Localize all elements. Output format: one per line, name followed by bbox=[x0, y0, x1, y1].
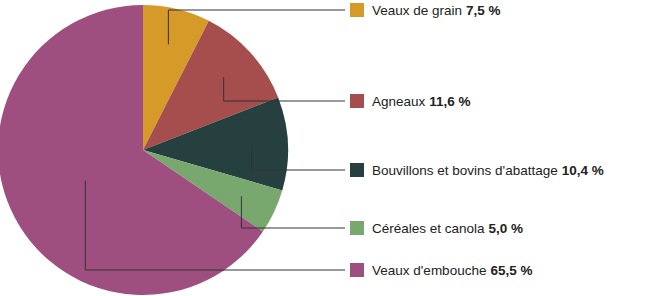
data-label: 7,5 % bbox=[466, 3, 501, 18]
legend-entry: Agneaux11,6 % bbox=[372, 94, 471, 109]
legend-label: Céréales et canola bbox=[372, 221, 485, 236]
pie-slice bbox=[0, 5, 263, 295]
legend-entry: Céréales et canola 5,0 % bbox=[372, 221, 523, 236]
legend-label: Bouvillons et bovins d'abattage bbox=[372, 163, 558, 178]
legend-label: Veaux de grain bbox=[372, 3, 462, 18]
data-label: 5,0 % bbox=[489, 221, 524, 236]
legend-entry: Veaux de grain 7,5 % bbox=[372, 3, 501, 18]
data-label: 65,5 % bbox=[490, 263, 532, 278]
legend-swatch bbox=[350, 3, 364, 17]
leader-line bbox=[168, 10, 345, 44]
legend-entry: Bouvillons et bovins d'abattage 10,4 % bbox=[372, 163, 604, 178]
leader-line bbox=[85, 181, 345, 270]
pie bbox=[0, 5, 288, 295]
leader-line bbox=[241, 196, 345, 228]
legend-entry: Veaux d'embouche 65,5 % bbox=[372, 263, 532, 278]
leader-lines bbox=[85, 10, 345, 270]
legend-swatch bbox=[350, 221, 364, 235]
legend-swatch bbox=[350, 263, 364, 277]
data-label: 11,6 % bbox=[429, 94, 470, 109]
chart: Veaux de grain 7,5 % Agneaux11,6 % Bouvillo… bbox=[0, 0, 650, 296]
leader-line bbox=[252, 145, 345, 170]
legend-label: Agneaux bbox=[372, 94, 426, 109]
legend-swatch bbox=[350, 94, 364, 108]
legend: Veaux de grain 7,5 % Agneaux11,6 % Bouvillo… bbox=[350, 3, 604, 278]
legend-swatch bbox=[350, 163, 364, 177]
legend-label: Veaux d'embouche bbox=[372, 263, 486, 278]
data-label: 10,4 % bbox=[562, 163, 604, 178]
leader-line bbox=[224, 77, 345, 101]
